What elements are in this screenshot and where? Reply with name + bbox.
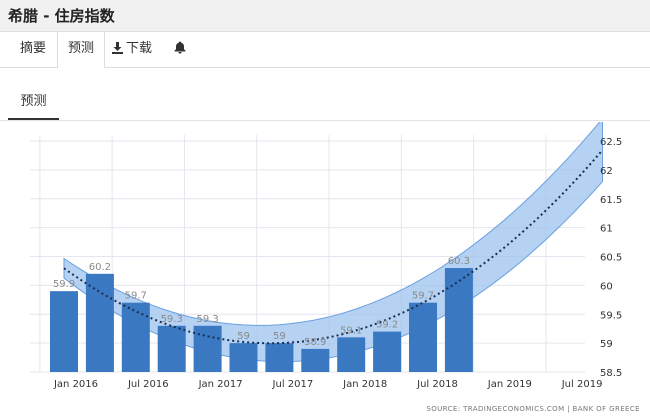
data-label: 60.3 [448, 256, 470, 267]
chart-source: SOURCE: TRADINGECONOMICS.COM | BANK OF G… [426, 405, 640, 413]
data-label: 59.3 [161, 314, 183, 325]
data-label: 58.9 [304, 337, 326, 348]
housing-index-chart: 59.9 60.2 59.7 59.3 59.3 59 59 58.9 59.1 59.2 59.7… [30, 122, 640, 413]
x-tick-label: Jan 2019 [487, 379, 532, 390]
title-bar: 希腊 - 住房指数 [0, 0, 650, 32]
forecast-trend-line [63, 149, 604, 345]
tab-summary-label: 摘要 [20, 41, 47, 56]
tab-forecast-label: 预测 [68, 41, 95, 56]
data-label: 59.1 [340, 325, 362, 336]
bell-icon [174, 41, 189, 56]
tab-download[interactable]: 下载 [102, 32, 162, 67]
tab-summary[interactable]: 摘要 [10, 32, 56, 67]
page-title: 希腊 - 住房指数 [8, 7, 115, 25]
chart-x-axis: Jan 2016 Jul 2016 Jan 2017 Jul 2017 Jan 2018… [53, 379, 602, 390]
y-tick-label: 61 [600, 224, 613, 235]
bar-q4-2017 [337, 337, 366, 372]
data-label: 59.2 [376, 320, 398, 331]
bar-q4-2015 [50, 291, 78, 372]
bar-q3-2017 [301, 348, 330, 372]
chart-bars [50, 268, 473, 372]
x-tick-label: Jul 2019 [561, 379, 603, 390]
tab-bar: 摘要 预测 下载 [0, 32, 650, 68]
tab-forecast[interactable]: 预测 [57, 32, 106, 68]
y-tick-label: 59.5 [600, 310, 622, 321]
y-tick-label: 60 [600, 281, 613, 292]
bar-q1-2016 [85, 273, 114, 372]
bar-q3-2018 [444, 268, 473, 372]
y-tick-label: 62.5 [600, 137, 622, 148]
x-tick-label: Jul 2016 [127, 379, 169, 390]
tab-download-label: 下载 [126, 41, 153, 56]
subtab-forecast-label: 预测 [20, 94, 47, 109]
data-label: 59.3 [196, 314, 218, 325]
bar-q3-2016 [157, 325, 186, 372]
x-tick-label: Jul 2017 [272, 379, 314, 390]
data-label: 59.7 [125, 291, 147, 302]
tab-notifications[interactable] [164, 32, 199, 67]
data-label: 59.9 [53, 279, 75, 290]
bar-q2-2016 [121, 302, 150, 372]
y-tick-label: 59 [600, 339, 613, 350]
divider [0, 120, 650, 121]
y-tick-label: 60.5 [600, 253, 622, 264]
x-tick-label: Jul 2018 [416, 379, 458, 390]
subtab-forecast[interactable]: 预测 [8, 84, 59, 120]
y-tick-label: 58.5 [600, 368, 622, 379]
bar-q4-2016 [193, 325, 222, 372]
data-label: 59 [237, 331, 250, 342]
data-label: 60.2 [89, 262, 111, 273]
download-icon [112, 41, 126, 56]
y-tick-label: 61.5 [600, 195, 622, 206]
bar-q1-2017 [229, 343, 258, 372]
chart-y-axis: 62.5 62 61.5 61 60.5 60 59.5 59 58.5 [600, 137, 622, 379]
x-tick-label: Jan 2018 [342, 379, 387, 390]
x-tick-label: Jan 2017 [198, 379, 243, 390]
bar-q2-2017 [265, 343, 294, 372]
bar-q1-2018 [373, 331, 402, 372]
x-tick-label: Jan 2016 [53, 379, 98, 390]
y-tick-label: 62 [600, 166, 613, 177]
chart-data-labels: 59.9 60.2 59.7 59.3 59.3 59 59 58.9 59.1 59.2 59.7… [53, 256, 470, 348]
data-label: 59.7 [412, 291, 434, 302]
data-label: 59 [273, 331, 286, 342]
bar-q2-2018 [409, 302, 437, 372]
